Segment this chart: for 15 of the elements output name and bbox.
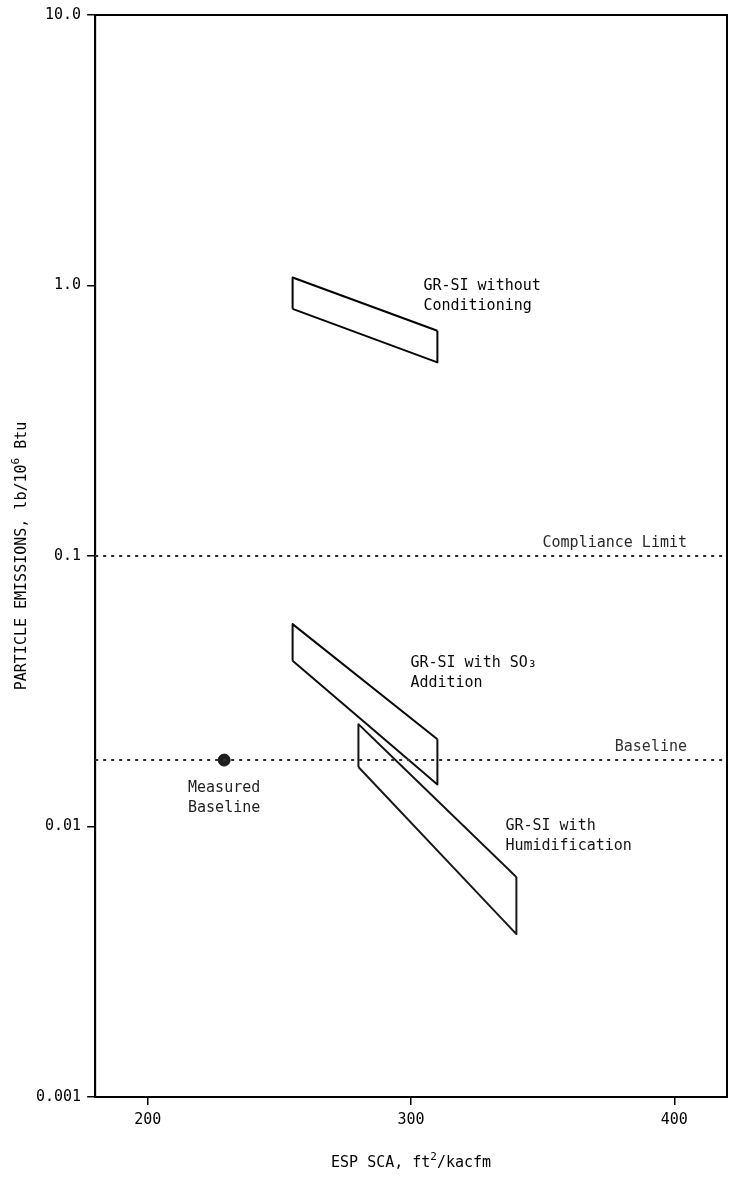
- series-label: GR-SI without Conditioning: [423, 275, 541, 314]
- y-axis-title: PARTICLE EMISSIONS, lb/106 Btu: [8, 421, 30, 691]
- y-tick-label: 0.001: [36, 1086, 82, 1105]
- text: Measured Baseline: [188, 777, 261, 816]
- ref-line-label: Compliance Limit: [542, 532, 688, 551]
- series-label: GR-SI with Humidification: [505, 816, 632, 854]
- y-tick-label: 1.0: [54, 275, 82, 294]
- x-tick-label: 300: [397, 1109, 425, 1128]
- ref-line-label: Baseline: [614, 736, 687, 755]
- series-label: GR-SI with SO₃ Addition: [410, 653, 537, 692]
- y-tick-label: 10.0: [45, 4, 82, 23]
- x-tick-label: 400: [660, 1109, 688, 1128]
- x-tick-label: 200: [134, 1109, 162, 1128]
- y-tick-label: 0.01: [45, 816, 82, 835]
- y-tick-label: 0.1: [54, 545, 82, 564]
